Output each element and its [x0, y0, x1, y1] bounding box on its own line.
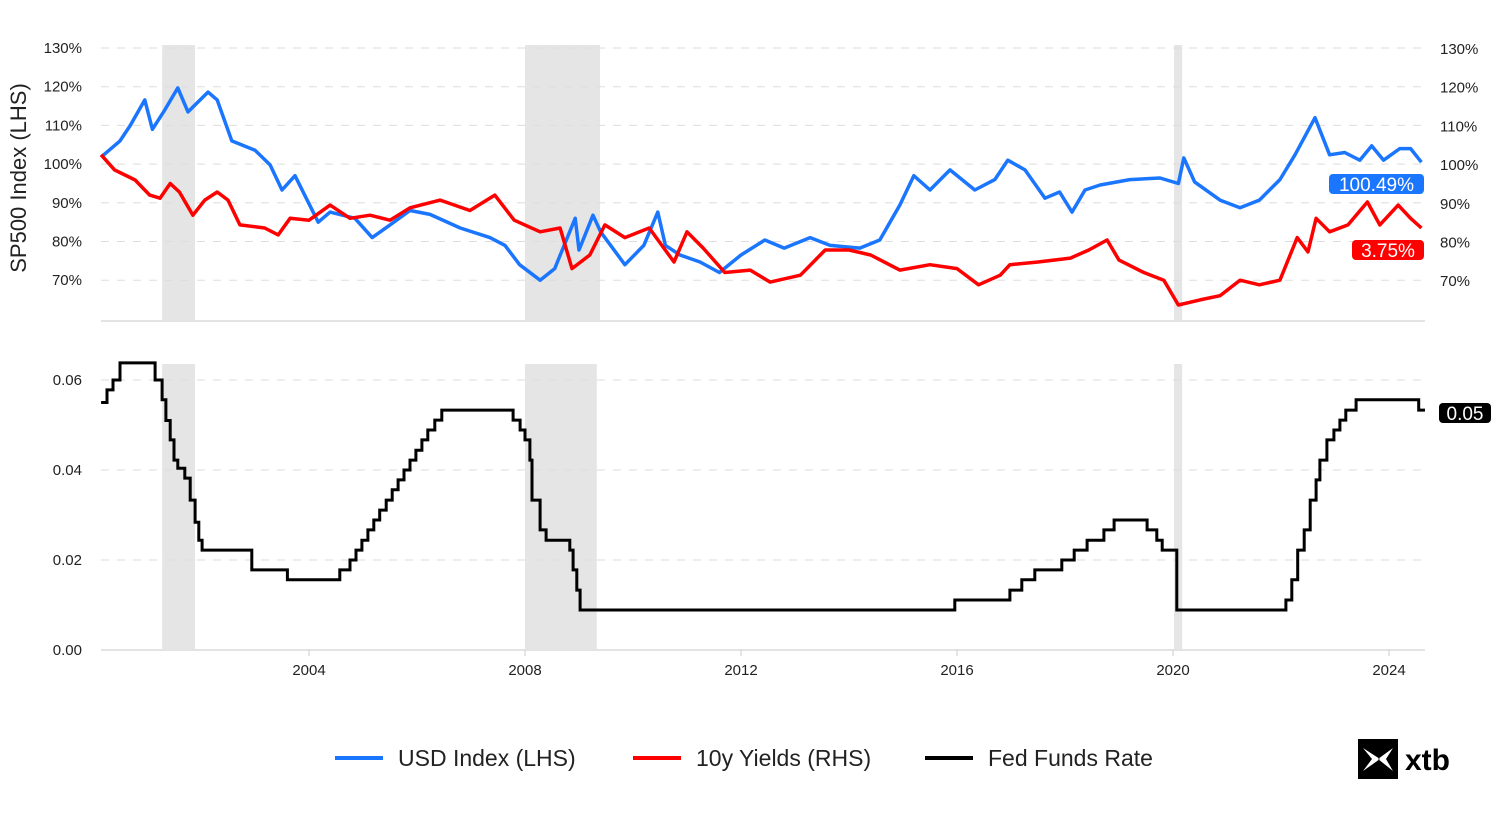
y-tick-left: 130% [44, 40, 82, 57]
y-tick-right: 110% [1440, 118, 1477, 135]
recession-band [1174, 364, 1183, 650]
y-tick-right: 90% [1440, 196, 1470, 213]
x-tick-label: 2004 [292, 662, 325, 679]
y-axis-label: SP500 Index (LHS) [6, 83, 31, 273]
y-tick-right: 70% [1440, 273, 1470, 290]
x-tick-label: 2020 [1156, 662, 1189, 679]
y-tick-bottom: 0.04 [53, 462, 82, 479]
y-tick-right: 120% [1440, 80, 1478, 97]
y-tick-left: 80% [52, 234, 82, 251]
y-tick-left: 70% [52, 272, 82, 289]
legend-label-yields: 10y Yields (RHS) [696, 745, 871, 771]
usd-end-label-bg [1329, 174, 1424, 194]
usd-index-line [99, 86, 1423, 282]
x-tick-label: 2016 [940, 662, 973, 679]
axes: 70% 70% 80% 80% 90% 90% 100% 100% 110% 110% 120% 12… [44, 40, 1479, 679]
yields-end-label-bg [1352, 240, 1424, 260]
y-tick-bottom: 0.02 [53, 552, 82, 569]
x-tick-label: 2024 [1372, 662, 1405, 679]
fed-funds-line [101, 361, 1425, 612]
yields-end-label: 3.75% [1361, 241, 1415, 262]
y-tick-right: 100% [1440, 157, 1478, 174]
y-tick-right: 80% [1440, 235, 1470, 252]
xtb-logo: xtb [1358, 739, 1450, 779]
y-tick-bottom: 0.06 [53, 372, 82, 389]
recession-shading [162, 45, 1183, 650]
y-tick-right: 130% [1440, 41, 1478, 58]
legend-label-fed: Fed Funds Rate [988, 745, 1153, 771]
fed-end-label: 0.05 [1447, 404, 1484, 425]
legend: USD Index (LHS) 10y Yields (RHS) Fed Fun… [335, 745, 1153, 771]
gridlines [101, 47, 1425, 561]
legend-label-usd: USD Index (LHS) [398, 745, 576, 771]
usd-end-label: 100.49% [1339, 175, 1414, 196]
end-labels: 100.49% 3.75% 0.05 [1329, 174, 1491, 425]
svg-text:xtb: xtb [1405, 744, 1450, 777]
recession-band [525, 45, 601, 321]
x-tick-label: 2008 [508, 662, 541, 679]
yields-line [99, 153, 1423, 307]
fed-end-label-bg [1439, 403, 1491, 423]
y-tick-left: 110% [45, 117, 82, 134]
y-tick-left: 100% [44, 156, 82, 173]
y-tick-bottom: 0.00 [53, 642, 82, 659]
y-tick-left: 90% [52, 195, 82, 212]
series-lines [99, 86, 1425, 612]
x-tick-label: 2012 [724, 662, 757, 679]
y-tick-left: 120% [44, 79, 82, 96]
recession-band [525, 364, 597, 650]
recession-band [162, 364, 196, 650]
